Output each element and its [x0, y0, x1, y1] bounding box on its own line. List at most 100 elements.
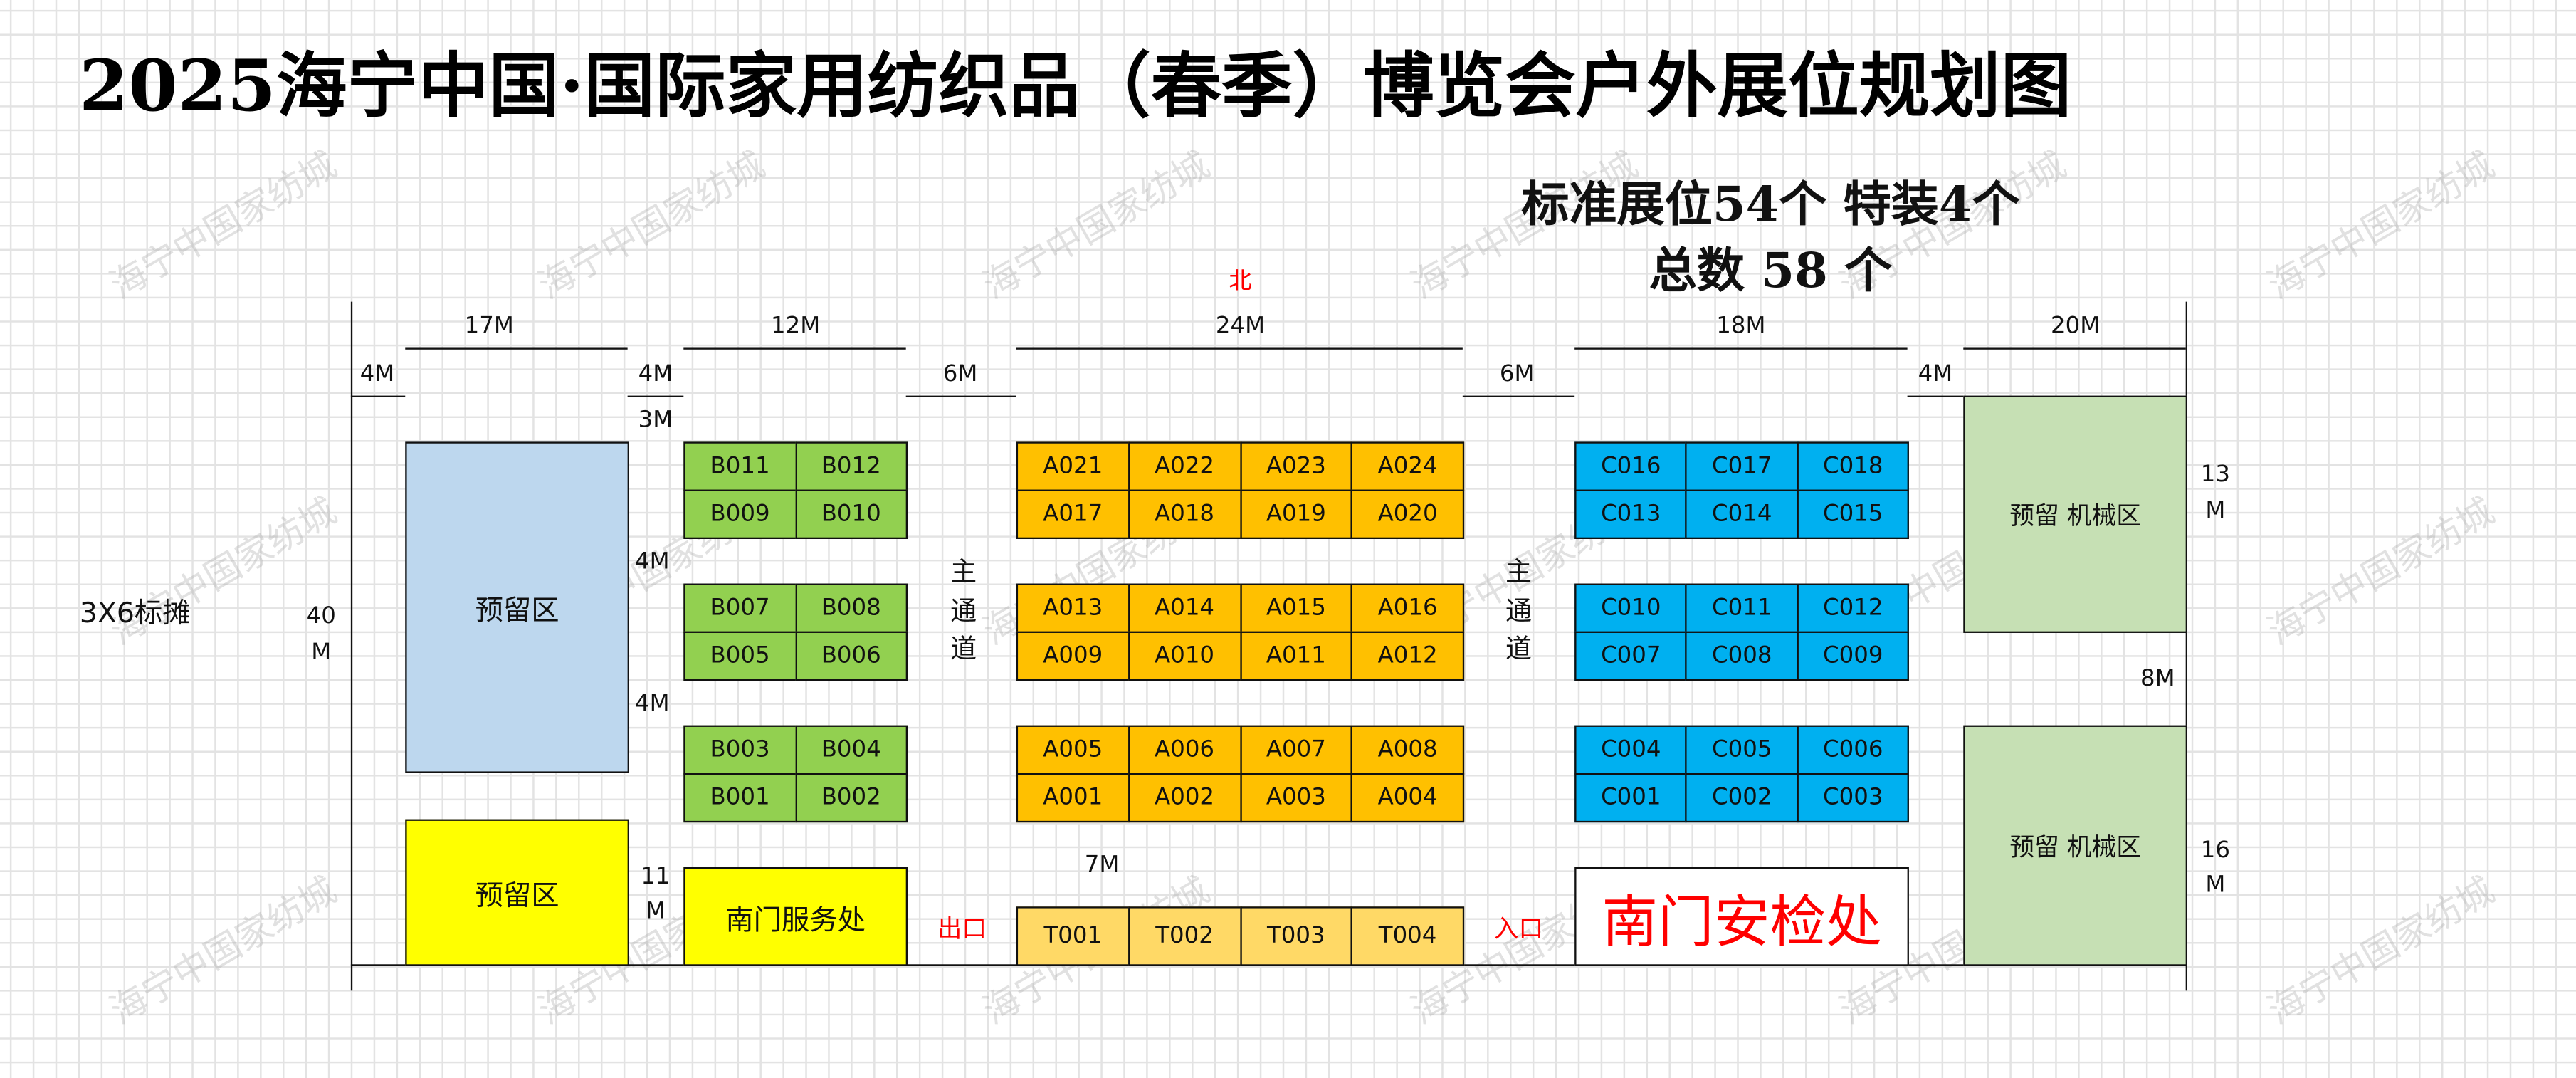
dim-4m: 4M [638, 360, 673, 388]
booth-A012[interactable]: A012 [1351, 631, 1465, 681]
dim-line [1963, 347, 2186, 350]
booth-A005[interactable]: A005 [1016, 725, 1130, 775]
booth-A015[interactable]: A015 [1239, 583, 1353, 633]
dim-13: 13 [2200, 461, 2230, 488]
booth-C002[interactable]: C002 [1686, 773, 1799, 823]
booth-C007[interactable]: C007 [1574, 631, 1688, 681]
entrance-label: 入口 [1493, 914, 1544, 944]
booth-C006[interactable]: C006 [1797, 725, 1910, 775]
booth-A021[interactable]: A021 [1016, 441, 1130, 491]
booth-A024[interactable]: A024 [1351, 441, 1465, 491]
dim-16-unit: M [2205, 872, 2226, 899]
booth-B011[interactable]: B011 [683, 441, 797, 491]
booth-C015[interactable]: C015 [1797, 489, 1910, 540]
booth-C016[interactable]: C016 [1574, 441, 1688, 491]
booth-A010[interactable]: A010 [1127, 631, 1241, 681]
south-gate-service: 南门服务处 [683, 867, 908, 966]
dim-18m: 18M [1716, 313, 1766, 340]
watermark: 海宁中国家纺城 [103, 870, 345, 1034]
right-boundary [2185, 301, 2187, 991]
dim-4m: 4M [635, 690, 670, 718]
booth-B003[interactable]: B003 [683, 725, 797, 775]
left-boundary [350, 301, 353, 991]
dim-line [905, 395, 1016, 397]
booth-C017[interactable]: C017 [1686, 441, 1799, 491]
page-title: 2025海宁中国·国际家用纺织品（春季）博览会户外展位规划图 [79, 46, 2072, 129]
booth-B006[interactable]: B006 [794, 631, 908, 681]
booth-A007[interactable]: A007 [1239, 725, 1353, 775]
booth-B002[interactable]: B002 [794, 773, 908, 823]
aisle-char: 道 [1505, 632, 1533, 664]
watermark: 海宁中国家纺城 [2261, 145, 2502, 308]
booth-A011[interactable]: A011 [1239, 631, 1353, 681]
booth-C001[interactable]: C001 [1574, 773, 1688, 823]
booth-A017[interactable]: A017 [1016, 489, 1130, 540]
booth-A004[interactable]: A004 [1351, 773, 1465, 823]
aisle-char: 通 [950, 594, 977, 626]
machinery-area-top: 预留 机械区 [1963, 395, 2187, 633]
watermark: 海宁中国家纺城 [103, 145, 345, 308]
dim-16: 16 [2200, 837, 2230, 864]
booth-B001[interactable]: B001 [683, 773, 797, 823]
reserve-area-blue: 预留区 [405, 441, 629, 773]
dim-11: 11 [641, 864, 671, 891]
booth-A001[interactable]: A001 [1016, 773, 1130, 823]
booth-B005[interactable]: B005 [683, 631, 797, 681]
booth-C014[interactable]: C014 [1686, 489, 1799, 540]
dim-3m: 3M [638, 407, 673, 434]
booth-A023[interactable]: A023 [1239, 441, 1353, 491]
booth-A009[interactable]: A009 [1016, 631, 1130, 681]
dim-line [627, 395, 684, 397]
dim-40-unit: M [311, 639, 332, 666]
dim-24m: 24M [1215, 313, 1266, 340]
dim-line [1462, 395, 1575, 397]
booth-C008[interactable]: C008 [1686, 631, 1799, 681]
booth-B007[interactable]: B007 [683, 583, 797, 633]
booth-T002[interactable]: T002 [1127, 906, 1241, 966]
booth-A016[interactable]: A016 [1351, 583, 1465, 633]
booth-C012[interactable]: C012 [1797, 583, 1910, 633]
dim-line [1574, 347, 1908, 350]
booth-C011[interactable]: C011 [1686, 583, 1799, 633]
dim-11-unit: M [645, 898, 666, 925]
booth-T003[interactable]: T003 [1239, 906, 1353, 966]
booth-A019[interactable]: A019 [1239, 489, 1353, 540]
booth-T001[interactable]: T001 [1016, 906, 1130, 966]
booth-B012[interactable]: B012 [794, 441, 908, 491]
north-label: 北 [1229, 268, 1252, 295]
booth-A013[interactable]: A013 [1016, 583, 1130, 633]
watermark: 海宁中国家纺城 [532, 145, 772, 308]
reserve-area-yellow: 预留区 [405, 819, 629, 966]
dim-17m: 17M [464, 313, 514, 340]
summary-total: 总数 58 个 [1649, 242, 1893, 299]
booth-C003[interactable]: C003 [1797, 773, 1910, 823]
exit-label: 出口 [937, 914, 987, 944]
booth-A018[interactable]: A018 [1127, 489, 1241, 540]
dim-line [405, 347, 628, 350]
booth-B009[interactable]: B009 [683, 489, 797, 540]
dim-4m: 4M [635, 548, 670, 575]
booth-A008[interactable]: A008 [1351, 725, 1465, 775]
booth-C009[interactable]: C009 [1797, 631, 1910, 681]
dim-20m: 20M [2051, 313, 2101, 340]
booth-A020[interactable]: A020 [1351, 489, 1465, 540]
booth-A006[interactable]: A006 [1127, 725, 1241, 775]
booth-C004[interactable]: C004 [1574, 725, 1688, 775]
booth-C013[interactable]: C013 [1574, 489, 1688, 540]
booth-A014[interactable]: A014 [1127, 583, 1241, 633]
booth-B010[interactable]: B010 [794, 489, 908, 540]
booth-C018[interactable]: C018 [1797, 441, 1910, 491]
dim-8m: 8M [2140, 666, 2175, 693]
booth-A002[interactable]: A002 [1127, 773, 1241, 823]
south-gate-security: 南门安检处 [1574, 867, 1909, 966]
booth-A022[interactable]: A022 [1127, 441, 1241, 491]
booth-C005[interactable]: C005 [1686, 725, 1799, 775]
dim-4m: 4M [1918, 360, 1953, 388]
booth-B004[interactable]: B004 [794, 725, 908, 775]
booth-C010[interactable]: C010 [1574, 583, 1688, 633]
booth-B008[interactable]: B008 [794, 583, 908, 633]
booth-A003[interactable]: A003 [1239, 773, 1353, 823]
watermark: 海宁中国家纺城 [2261, 870, 2502, 1034]
booth-T004[interactable]: T004 [1351, 906, 1465, 966]
aisle-char: 道 [950, 632, 977, 664]
